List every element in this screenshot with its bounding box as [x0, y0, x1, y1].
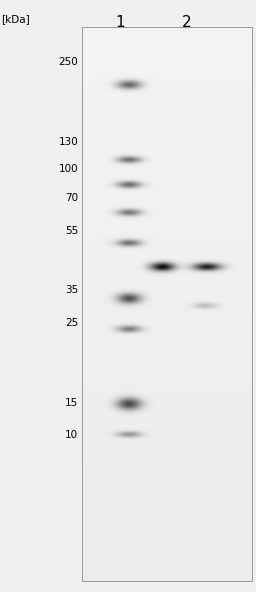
Text: 1: 1 — [115, 15, 125, 30]
Text: 250: 250 — [58, 57, 78, 67]
Text: 35: 35 — [65, 285, 78, 295]
Text: 15: 15 — [65, 398, 78, 407]
Text: 130: 130 — [58, 137, 78, 147]
Text: 55: 55 — [65, 226, 78, 236]
Text: 100: 100 — [58, 164, 78, 173]
Text: 25: 25 — [65, 318, 78, 327]
Text: 10: 10 — [65, 430, 78, 440]
Text: 70: 70 — [65, 194, 78, 203]
Text: 2: 2 — [182, 15, 192, 30]
Text: [kDa]: [kDa] — [1, 14, 30, 24]
